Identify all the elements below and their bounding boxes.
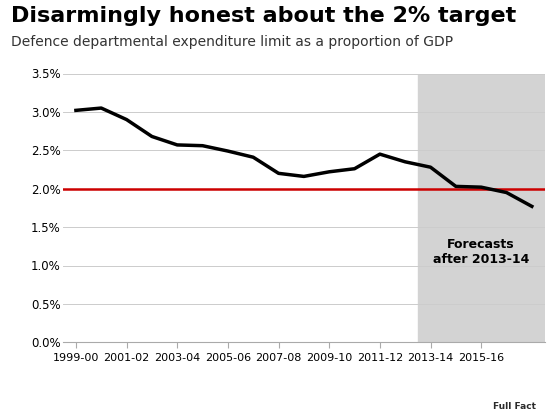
Text: Defence departmental expenditure limit as a proportion of GDP: Defence departmental expenditure limit a…: [11, 35, 453, 49]
Polygon shape: [456, 346, 550, 420]
Text: Disarmingly honest about the 2% target: Disarmingly honest about the 2% target: [11, 6, 516, 26]
Bar: [418, 74, 544, 342]
Text: Forecasts
after 2013-14: Forecasts after 2013-14: [433, 238, 529, 266]
Text: Public Expenditure Statistical Analyses, 2005, 2010 and 2014, Office for
Budget : Public Expenditure Statistical Analyses,…: [50, 362, 478, 391]
Text: Full Fact: Full Fact: [493, 402, 536, 411]
Text: Source:: Source:: [10, 362, 60, 375]
